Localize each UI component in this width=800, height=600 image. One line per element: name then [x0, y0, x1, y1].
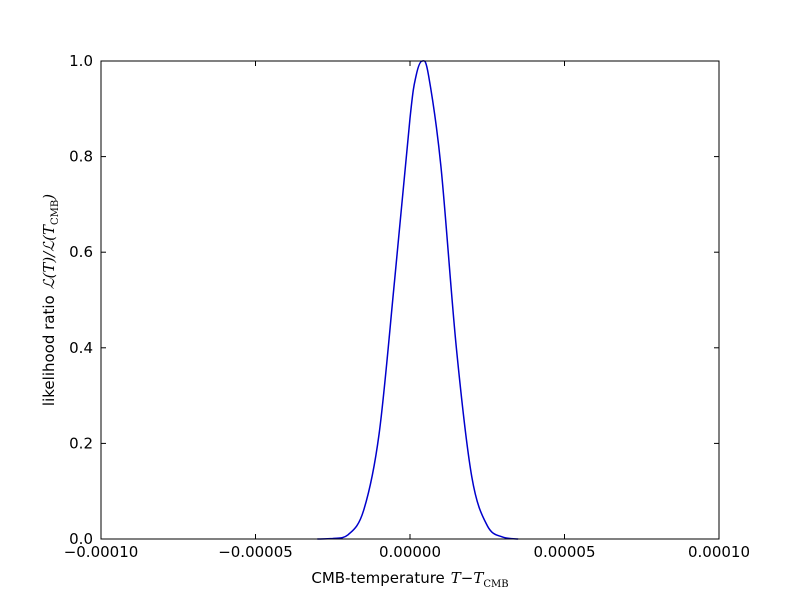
y-tick-label: 0.8 [69, 148, 93, 166]
x-tick-label: −0.00010 [64, 543, 139, 561]
x-axis-label: CMB-temperature T−TCMB [311, 569, 508, 590]
x-tick-label: 0.00000 [379, 543, 441, 561]
plot-area [101, 61, 719, 539]
x-tick-label: 0.00010 [688, 543, 750, 561]
y-tick-label: 0.2 [69, 434, 93, 452]
x-axis: −0.00010 −0.00005 0.00000 0.00005 0.00010 [64, 61, 750, 561]
y-tick-label: 0.4 [69, 339, 93, 357]
y-tick-label: 0.6 [69, 243, 93, 261]
y-tick-label: 0.0 [69, 530, 93, 548]
y-axis-label: likelihood ratioℒ(T)/ℒ(TCMB) [40, 194, 61, 406]
likelihood-curve [317, 60, 519, 540]
y-tick-label: 1.0 [69, 52, 93, 70]
y-axis: 0.0 0.2 0.4 0.6 0.8 1.0 [69, 52, 719, 548]
x-tick-label: 0.00005 [533, 543, 595, 561]
x-tick-label: −0.00005 [218, 543, 293, 561]
curve-layer [317, 60, 519, 540]
